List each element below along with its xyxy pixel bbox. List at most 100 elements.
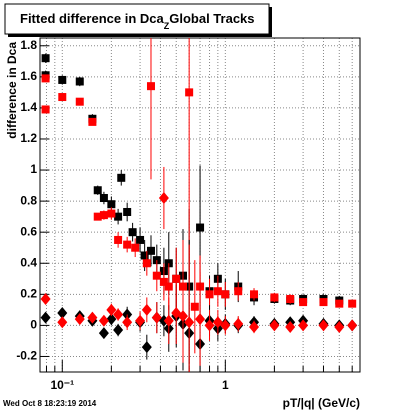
marker [93, 212, 102, 221]
marker [106, 303, 117, 316]
marker [74, 313, 85, 326]
marker [177, 310, 188, 323]
marker [270, 293, 279, 302]
marker [319, 298, 328, 307]
marker [152, 271, 161, 280]
marker [146, 246, 155, 255]
marker [114, 212, 123, 221]
marker [99, 194, 108, 203]
chart-title: Fitted difference in DcaZGlobal Tracks [20, 11, 255, 31]
x-tick-label: 1 [222, 378, 229, 392]
marker [99, 211, 108, 220]
marker [220, 319, 231, 332]
marker [159, 277, 168, 286]
y-tick-label: -0.2 [16, 349, 37, 363]
plot-area: 10⁻¹ 1 -0.2 0 0.2 0.4 0.6 0.8 1 1.2 1.4 1.6 1.8 [16, 37, 361, 392]
marker [40, 292, 51, 305]
marker [40, 311, 51, 324]
title-main: Fitted difference in Dca [20, 11, 165, 26]
marker [205, 290, 214, 299]
marker [213, 287, 222, 296]
marker [117, 173, 126, 182]
marker [164, 282, 173, 291]
marker [233, 317, 244, 330]
marker [113, 308, 124, 321]
marker [98, 314, 109, 327]
marker [204, 319, 215, 332]
title-box [4, 3, 270, 35]
marker [140, 251, 149, 260]
marker [250, 290, 259, 299]
marker [142, 259, 151, 268]
x-tick-label: 10⁻¹ [50, 378, 74, 392]
y-tick-label: 1.8 [20, 38, 37, 52]
marker [113, 324, 124, 337]
y-tick-label: 1.4 [20, 100, 37, 114]
marker [58, 75, 67, 84]
marker [114, 235, 123, 244]
marker [122, 316, 133, 329]
marker [58, 93, 67, 102]
marker [98, 327, 109, 340]
marker [151, 311, 162, 324]
title-sub: Z [164, 21, 170, 31]
marker [286, 294, 295, 303]
marker [57, 306, 68, 319]
y-axis-label: difference in Dca [5, 42, 19, 139]
marker [269, 319, 280, 332]
marker [41, 105, 50, 114]
marker [141, 341, 152, 354]
marker [335, 299, 344, 308]
marker [107, 209, 116, 218]
marker [172, 274, 181, 283]
title-end: Global Tracks [169, 11, 254, 26]
marker [347, 319, 358, 332]
marker [75, 77, 84, 86]
marker [163, 314, 174, 327]
marker [285, 320, 296, 333]
marker [88, 117, 97, 126]
marker [93, 186, 102, 195]
marker [75, 97, 84, 106]
y-tick-label: 1.6 [20, 69, 37, 83]
y-tick-label: 0.8 [20, 193, 37, 207]
marker [107, 200, 116, 209]
marker [158, 192, 169, 205]
marker [190, 302, 199, 311]
marker [318, 319, 329, 332]
marker [87, 311, 98, 324]
footer: Wed Oct 8 18:23:19 2014 [3, 399, 97, 408]
marker [185, 88, 194, 97]
marker [334, 320, 345, 333]
y-tick-label: 0.6 [20, 224, 37, 238]
marker [128, 228, 137, 237]
marker [106, 313, 117, 326]
marker [41, 54, 50, 63]
marker [131, 243, 140, 252]
marks [40, 38, 358, 372]
marker [57, 316, 68, 329]
marker [348, 299, 357, 308]
x-axis-label: pT/|q| (GeV/c) [283, 396, 360, 410]
marker [196, 223, 205, 232]
marker [146, 82, 155, 91]
y-tick-label: 0.4 [20, 255, 37, 269]
y-tick-label: 1.2 [20, 131, 37, 145]
marker [123, 240, 132, 249]
marker [195, 313, 206, 326]
marker [221, 290, 230, 299]
y-tick-label: 1 [30, 162, 37, 176]
y-tick-label: 0 [30, 318, 37, 332]
marker [135, 314, 146, 327]
marker [123, 207, 132, 216]
marker [249, 320, 260, 333]
y-tick-label: 0.2 [20, 286, 37, 300]
marker [184, 316, 195, 329]
marker [298, 319, 309, 332]
marker [41, 74, 50, 83]
marker [299, 298, 308, 307]
marker [141, 303, 152, 316]
marker [136, 235, 145, 244]
marker [234, 287, 243, 296]
